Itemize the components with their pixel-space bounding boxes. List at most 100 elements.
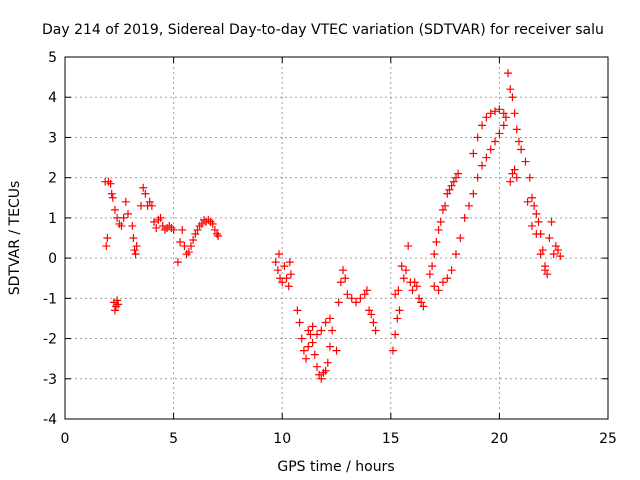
data-point [473, 133, 482, 142]
data-point [486, 109, 495, 118]
data-point [486, 145, 495, 154]
data-point [547, 217, 556, 226]
data-point [302, 354, 311, 363]
data-point [415, 294, 424, 303]
data-point [208, 219, 217, 228]
data-point [464, 201, 473, 210]
data-point [308, 338, 317, 347]
data-point [473, 173, 482, 182]
data-point [456, 234, 465, 242]
data-point [315, 370, 324, 379]
data-point [534, 217, 543, 226]
data-point [394, 286, 403, 295]
data-point [362, 286, 371, 295]
data-point [430, 250, 439, 259]
data-point [491, 107, 500, 116]
data-point [365, 306, 374, 315]
data-point [441, 201, 450, 210]
data-point [108, 193, 117, 202]
x-tick-label: 15 [382, 431, 400, 447]
data-point [312, 362, 321, 371]
data-point [103, 234, 112, 242]
data-point [197, 219, 206, 228]
data-point [521, 157, 530, 166]
data-point [530, 201, 539, 210]
data-point [512, 125, 521, 134]
data-point [167, 223, 176, 232]
data-point [523, 197, 532, 206]
data-point [451, 250, 460, 259]
data-point [495, 105, 504, 114]
data-point [445, 185, 454, 194]
data-point [113, 296, 122, 305]
data-point [325, 314, 334, 323]
data-point [107, 189, 116, 198]
data-point [549, 250, 558, 259]
y-tick-label: 4 [48, 90, 57, 106]
data-point [436, 217, 445, 226]
data-point [184, 248, 193, 257]
x-tick-label: 20 [490, 431, 508, 447]
data-point [506, 177, 515, 186]
y-axis-label: SDTVAR / TECUs [7, 181, 23, 296]
data-point [391, 290, 400, 299]
data-point [469, 149, 478, 158]
data-point [438, 205, 447, 214]
data-point [206, 217, 215, 226]
data-point [112, 302, 121, 311]
data-point [210, 225, 219, 234]
data-point [293, 306, 302, 315]
data-point [399, 274, 408, 283]
data-point [545, 234, 554, 242]
data-point [273, 266, 282, 275]
data-point [141, 189, 150, 198]
data-point [323, 358, 332, 367]
x-tick-label: 0 [61, 431, 70, 447]
data-point [430, 282, 439, 291]
data-point [284, 282, 293, 291]
data-point [352, 298, 361, 307]
data-point [182, 250, 191, 259]
x-axis-label: GPS time / hours [277, 459, 394, 475]
data-point [438, 278, 447, 287]
data-point [419, 302, 428, 311]
data-point [449, 177, 458, 186]
data-point [165, 221, 174, 230]
x-tick-label: 5 [169, 431, 178, 447]
data-point [356, 294, 365, 303]
data-point [214, 231, 223, 240]
data-point [432, 238, 441, 247]
axis-ticks: 0 5 10 15 20 25 -4 -3 -2 -1 0 1 2 3 4 5 [43, 50, 617, 447]
data-point [176, 238, 185, 247]
data-point [412, 282, 421, 291]
data-point [308, 322, 317, 331]
data-point [434, 225, 443, 234]
data-point [482, 153, 491, 162]
data-point [510, 165, 519, 174]
data-point [510, 109, 519, 118]
data-point [408, 286, 417, 295]
data-point [119, 213, 128, 222]
data-point [130, 246, 139, 255]
data-point [369, 318, 378, 327]
data-point [129, 234, 138, 242]
data-point [195, 221, 204, 230]
data-point [204, 215, 213, 224]
data-point [451, 173, 460, 182]
data-point [128, 221, 137, 230]
data-point [499, 109, 508, 118]
data-point [286, 270, 295, 279]
data-point [443, 274, 452, 283]
data-point [110, 205, 119, 214]
data-point [443, 189, 452, 198]
data-point [160, 225, 169, 234]
data-point [512, 173, 521, 182]
y-tick-label: 1 [48, 211, 57, 227]
data-point [532, 229, 541, 238]
x-tick-label: 10 [273, 431, 291, 447]
data-point [525, 173, 534, 182]
data-point [271, 258, 280, 267]
data-point [554, 246, 563, 255]
data-point [114, 300, 123, 309]
